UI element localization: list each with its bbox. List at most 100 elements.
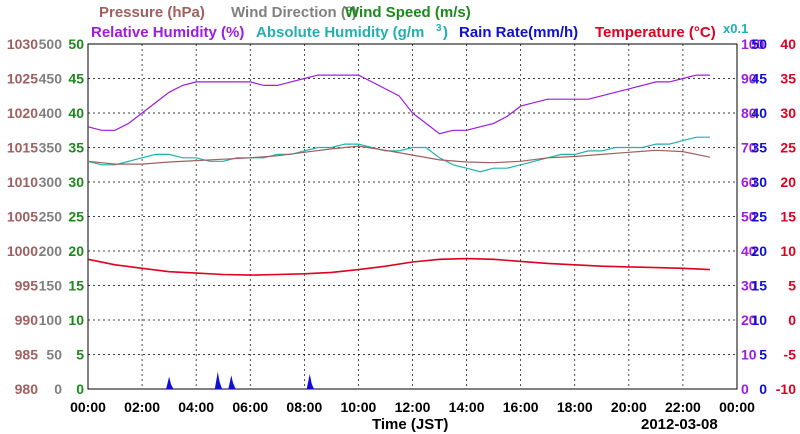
- y-tick-wind-speed: 35: [68, 140, 84, 156]
- x01-label: x0.1: [723, 21, 748, 36]
- rain-rate-mark: [229, 382, 236, 389]
- y-tick-wind-speed: 10: [68, 312, 84, 328]
- series-layer: [87, 74, 711, 389]
- y-tick-temperature: 0: [788, 312, 796, 328]
- y-tick-pressure: 980: [15, 381, 39, 397]
- series-line-absolute-humidity-x0-1-g-m3: [87, 136, 710, 173]
- x-axis-ticks: 00:00 02:00 04:00 06:00 08:00 10:00 12:00 14:00…: [70, 399, 755, 415]
- y-tick-pressure: 1015: [7, 140, 38, 156]
- y-tick-rain-rate: 10: [751, 312, 767, 328]
- legend-wind-speed: Wind Speed (m/s): [345, 4, 471, 21]
- rain-rate-mark: [167, 383, 174, 389]
- y-tick-relative-humidity: 50: [741, 209, 757, 225]
- y-tick-wind-direction: 150: [39, 278, 63, 294]
- rain-rate-mark: [308, 382, 315, 389]
- y-tick-pressure: 995: [15, 278, 39, 294]
- x-tick-label: 16:00: [503, 399, 539, 415]
- x-tick-label: 02:00: [124, 399, 160, 415]
- y-tick-relative-humidity: 60: [741, 174, 757, 190]
- y-tick-rain-rate: 0: [759, 381, 767, 397]
- x-tick-label: 04:00: [178, 399, 214, 415]
- y-tick-wind-direction: 450: [39, 71, 63, 87]
- x-tick-label: 00:00: [70, 399, 106, 415]
- y-tick-rain-rate: 15: [751, 278, 767, 294]
- y-tick-wind-direction: 50: [46, 347, 62, 363]
- series-line-temperature-c: [87, 257, 711, 276]
- legend-temperature: Temperature (°C): [595, 24, 716, 41]
- y-axis-ticks: 1030102510201015101010051000995990985980…: [7, 36, 796, 397]
- y-tick-pressure: 1005: [7, 209, 38, 225]
- x-tick-label: 20:00: [611, 399, 647, 415]
- y-tick-wind-direction: 400: [39, 105, 63, 121]
- y-tick-wind-speed: 0: [76, 381, 84, 397]
- y-tick-relative-humidity: 10: [741, 347, 757, 363]
- legend-absolute-humidity: Absolute Humidity (g/m: [256, 24, 424, 41]
- y-tick-wind-direction: 100: [39, 312, 63, 328]
- y-tick-wind-direction: 500: [39, 36, 63, 52]
- y-tick-wind-direction: 200: [39, 243, 63, 259]
- y-tick-wind-speed: 20: [68, 243, 84, 259]
- y-tick-wind-speed: 25: [68, 209, 84, 225]
- x-tick-label: 08:00: [286, 399, 322, 415]
- y-tick-temperature: 10: [780, 243, 796, 259]
- y-tick-relative-humidity: 90: [741, 71, 757, 87]
- y-tick-pressure: 990: [15, 312, 39, 328]
- y-tick-wind-direction: 350: [39, 140, 63, 156]
- y-tick-temperature: 20: [780, 174, 796, 190]
- y-tick-rain-rate: 40: [751, 105, 767, 121]
- legend-rain-rate: Rain Rate(mm/h): [459, 24, 578, 41]
- legend-absolute-humidity-close: ): [443, 24, 448, 41]
- y-tick-relative-humidity: 80: [741, 105, 757, 121]
- y-tick-wind-speed: 30: [68, 174, 84, 190]
- y-tick-rain-rate: 30: [751, 174, 767, 190]
- y-tick-wind-direction: 250: [39, 209, 63, 225]
- y-tick-temperature: -5: [784, 347, 797, 363]
- y-tick-wind-speed: 40: [68, 105, 84, 121]
- y-tick-wind-speed: 5: [76, 347, 84, 363]
- x-tick-label: 14:00: [449, 399, 485, 415]
- y-tick-temperature: 15: [780, 209, 796, 225]
- y-tick-temperature: 40: [780, 36, 796, 52]
- y-tick-temperature: 5: [788, 278, 796, 294]
- series-line-pressure-hpa: [87, 145, 711, 165]
- y-tick-wind-speed: 45: [68, 71, 84, 87]
- y-tick-rain-rate: 35: [751, 140, 767, 156]
- y-tick-temperature: -10: [776, 381, 796, 397]
- y-tick-wind-speed: 50: [68, 36, 84, 52]
- y-tick-wind-speed: 15: [68, 278, 84, 294]
- x-axis-label: Time (JST): [372, 416, 448, 433]
- x-tick-label: 06:00: [232, 399, 268, 415]
- y-tick-relative-humidity: 70: [741, 140, 757, 156]
- x-tick-label: 00:00: [719, 399, 755, 415]
- legend-absolute-humidity-exponent: 3: [436, 23, 442, 34]
- y-tick-relative-humidity: 100: [741, 36, 765, 52]
- y-tick-relative-humidity: 30: [741, 278, 757, 294]
- y-tick-relative-humidity: 20: [741, 312, 757, 328]
- y-tick-pressure: 1010: [7, 174, 38, 190]
- y-tick-wind-direction: 0: [54, 381, 62, 397]
- y-tick-relative-humidity: 0: [741, 381, 749, 397]
- x-tick-label: 22:00: [665, 399, 701, 415]
- series-line-relative-humidity: [87, 74, 710, 135]
- y-tick-pressure: 1000: [7, 243, 38, 259]
- y-tick-relative-humidity: 40: [741, 243, 757, 259]
- y-tick-temperature: 35: [780, 71, 796, 87]
- legend-relative-humidity: Relative Humidity (%): [91, 24, 244, 41]
- y-tick-rain-rate: 45: [751, 71, 767, 87]
- y-tick-rain-rate: 25: [751, 209, 767, 225]
- y-tick-rain-rate: 5: [759, 347, 767, 363]
- y-tick-pressure: 1025: [7, 71, 38, 87]
- date-label: 2012-03-08: [641, 416, 718, 433]
- x-tick-label: 18:00: [557, 399, 593, 415]
- y-tick-rain-rate: 50: [751, 36, 767, 52]
- x-tick-label: 10:00: [341, 399, 377, 415]
- y-tick-temperature: 30: [780, 105, 796, 121]
- legend-pressure: Pressure (hPa): [99, 4, 205, 21]
- y-tick-temperature: 25: [780, 140, 796, 156]
- y-tick-rain-rate: 20: [751, 243, 767, 259]
- y-tick-pressure: 1030: [7, 36, 38, 52]
- y-tick-wind-direction: 300: [39, 174, 63, 190]
- y-tick-pressure: 1020: [7, 105, 38, 121]
- legend-wind-direction: Wind Direction (°): [231, 4, 357, 21]
